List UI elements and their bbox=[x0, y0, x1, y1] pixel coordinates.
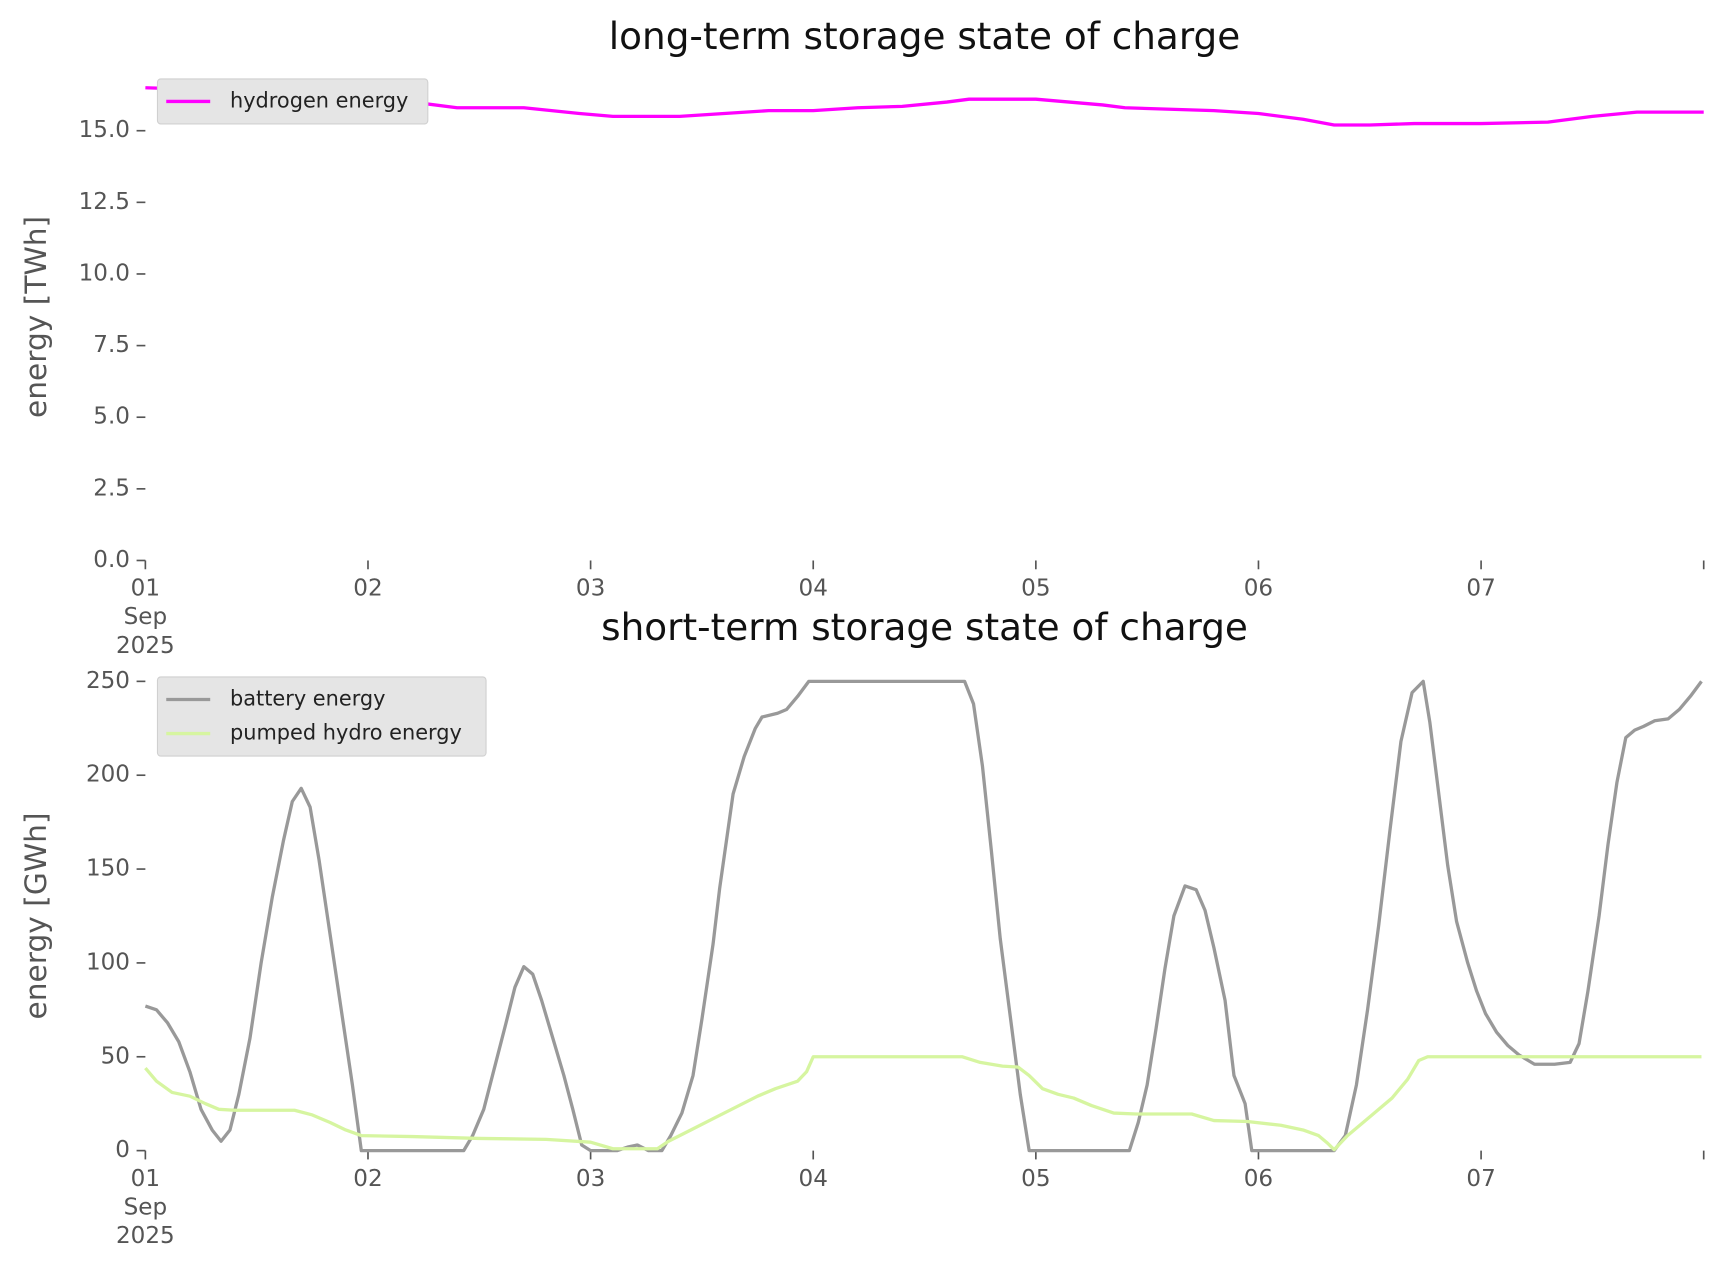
y-tick-label: 7.5 bbox=[93, 332, 130, 358]
x-tick-label: 07 bbox=[1466, 1164, 1496, 1192]
y-tick-label: 50 bbox=[101, 1043, 130, 1069]
x-tick-label-box: 03 bbox=[575, 574, 606, 602]
x-tick-label-box: 07 bbox=[1466, 1164, 1496, 1192]
chart-title: long-term storage state of charge bbox=[609, 14, 1240, 58]
x-tick-label: 06 bbox=[1243, 1164, 1274, 1192]
x-tick-label: 02 bbox=[353, 574, 383, 602]
x-tick-label: 03 bbox=[575, 574, 606, 602]
x-tick-label-box: 06 bbox=[1243, 1164, 1274, 1192]
y-tick-label: 250 bbox=[86, 668, 130, 694]
x-tick-label: 05 bbox=[1021, 574, 1051, 602]
y-tick-label: 10.0 bbox=[79, 260, 130, 286]
x-tick-label-box: 07 bbox=[1466, 574, 1496, 602]
x-tick-label-box: 05 bbox=[1021, 1164, 1051, 1192]
x-tick-label: 04 bbox=[798, 574, 828, 602]
y-axis-label: energy [TWh] bbox=[18, 216, 53, 418]
x-tick-label-box: 04 bbox=[798, 1164, 828, 1192]
x-tick-label-box: 02 bbox=[353, 574, 383, 602]
x-tick-label-box: 04 bbox=[798, 574, 828, 602]
y-tick-label: 0 bbox=[115, 1137, 130, 1163]
y-tick-label: 200 bbox=[86, 762, 130, 788]
x-tick-label: 01 Sep 2025 bbox=[115, 574, 175, 659]
x-tick-label-box: 03 bbox=[575, 1164, 606, 1192]
legend-label: hydrogen energy bbox=[230, 88, 408, 112]
y-tick-label: 12.5 bbox=[79, 189, 130, 215]
y-tick-label: 150 bbox=[86, 856, 130, 882]
series-line bbox=[145, 86, 1704, 127]
x-tick-label: 04 bbox=[798, 1164, 828, 1192]
legend-label: battery energy bbox=[230, 686, 386, 710]
series-line bbox=[144, 679, 1703, 1153]
legend-box bbox=[156, 676, 487, 757]
series-line bbox=[144, 1055, 1702, 1152]
x-tick-label: 07 bbox=[1466, 574, 1496, 602]
x-tick-label-box: 05 bbox=[1021, 574, 1051, 602]
legend-label: pumped hydro energy bbox=[230, 721, 462, 745]
y-tick-label: 100 bbox=[86, 949, 130, 975]
y-tick-label: 15.0 bbox=[79, 117, 130, 143]
x-tick-label: 05 bbox=[1021, 1164, 1051, 1192]
y-tick-label: 5.0 bbox=[93, 404, 130, 430]
x-tick-label-box: 06 bbox=[1243, 574, 1274, 602]
y-tick-label: 0.0 bbox=[93, 547, 130, 573]
x-tick-label-box: 01 Sep 2025 bbox=[115, 1164, 175, 1249]
legend-box bbox=[156, 78, 429, 125]
x-tick-label: 02 bbox=[353, 1164, 383, 1192]
x-tick-label: 06 bbox=[1243, 574, 1274, 602]
y-axis-label: energy [GWh] bbox=[18, 812, 53, 1019]
x-tick-label-box: 01 Sep 2025 bbox=[115, 574, 175, 659]
y-tick-label: 2.5 bbox=[93, 475, 130, 501]
x-tick-label-box: 02 bbox=[353, 1164, 383, 1192]
chart-title: short-term storage state of charge bbox=[601, 605, 1248, 649]
x-tick-label: 03 bbox=[575, 1164, 606, 1192]
x-tick-label: 01 Sep 2025 bbox=[115, 1164, 175, 1249]
